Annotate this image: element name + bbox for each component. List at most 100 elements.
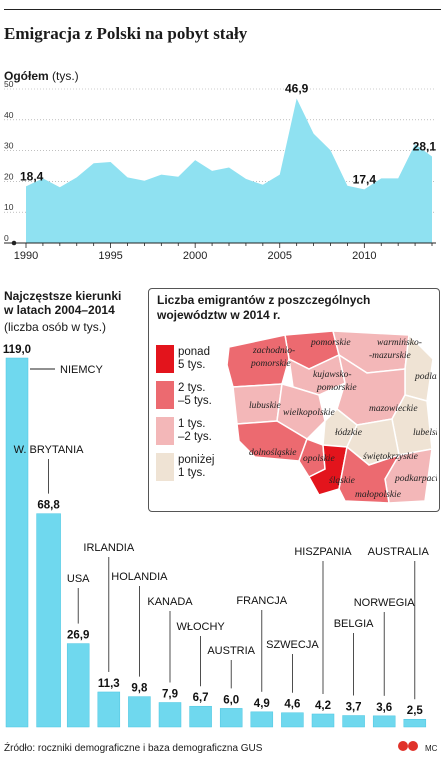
x-tick-label: 2005 — [268, 250, 292, 262]
bar — [342, 715, 365, 728]
map-inset: Liczba emigrantów z poszczególnych wojew… — [148, 288, 440, 512]
bar — [311, 713, 335, 728]
bar — [281, 712, 304, 728]
bar-chart: 119,0 NIEMCY 68,8 W. BRYTANIA 26,9 USA 11,3 IRL… — [3, 344, 430, 728]
bar — [219, 708, 243, 728]
x-tick-label: 2010 — [352, 250, 376, 262]
category-label: NIEMCY — [60, 364, 103, 376]
page-title: Emigracja z Polski na pobyt stały — [4, 24, 248, 43]
bar-value-label: 4,9 — [254, 698, 270, 710]
bar — [36, 513, 61, 728]
y-tick-label: 0 — [4, 233, 9, 243]
x-tick-label: 1990 — [14, 250, 38, 262]
legend-line: –2 tys. — [178, 431, 212, 443]
bar-value-label: 4,2 — [315, 700, 331, 712]
category-label: W. BRYTANIA — [14, 444, 85, 456]
region-label: podlaskie — [414, 372, 437, 382]
inset-title: Liczba emigrantów z poszczególnych wojew… — [157, 293, 437, 323]
bar-value-label: 119,0 — [3, 344, 31, 356]
bars-title-line1: Najczęstsze kierunki — [4, 289, 122, 303]
bar-value-label: 4,6 — [284, 699, 300, 711]
bar-value-label: 9,8 — [131, 683, 148, 695]
legend-line: 1 tys. — [178, 418, 206, 430]
logo-icon — [408, 741, 418, 751]
y-tick-label: 50 — [4, 80, 14, 89]
bar — [250, 711, 274, 728]
bar — [189, 705, 212, 728]
region-label: wielkopolskie — [283, 408, 335, 418]
x-tick-label: 2000 — [183, 250, 207, 262]
axis-origin-dot — [11, 240, 17, 246]
bar-value-label: 3,7 — [346, 702, 362, 714]
region-label: pomorskie — [316, 383, 357, 393]
category-label: USA — [67, 573, 90, 585]
y-tick-label: 30 — [4, 141, 14, 151]
region-label: lubelskie — [413, 428, 437, 438]
category-label: HISZPANIA — [294, 546, 352, 558]
category-label: SZWECJA — [266, 639, 319, 651]
legend-swatch — [156, 381, 174, 409]
bar — [158, 702, 182, 728]
region-label: łódzkie — [335, 428, 362, 438]
bar-value-label: 2,5 — [407, 705, 424, 717]
bar — [372, 715, 396, 728]
region-label: opolskie — [303, 454, 335, 464]
data-label: 28,1 — [413, 139, 437, 153]
inset-title-line2: województw w 2014 r. — [157, 308, 281, 322]
bars-subtitle: (liczba osób w tys.) — [4, 320, 107, 334]
category-label: IRLANDIA — [83, 542, 134, 554]
legend-line: 1 tys. — [178, 467, 206, 479]
category-label: AUSTRALIA — [368, 546, 430, 558]
region-label: pomorskie — [250, 359, 291, 369]
bar — [128, 696, 151, 728]
region-label: warmińsko- — [377, 338, 422, 348]
area-series — [26, 98, 432, 243]
category-label: WŁOCHY — [176, 621, 225, 633]
x-tick-label: 1995 — [98, 250, 122, 262]
category-label: NORWEGIA — [354, 597, 416, 609]
legend-line: poniżej — [178, 454, 215, 466]
category-label: AUSTRIA — [207, 645, 255, 657]
region-label: mazowieckie — [369, 404, 418, 414]
category-label: KANADA — [147, 596, 193, 608]
legend-line: ponad — [178, 346, 210, 358]
bars-title-line2: w latach 2004–2014 — [4, 303, 115, 317]
author-mark: MC — [425, 744, 438, 753]
data-label: 46,9 — [285, 82, 309, 96]
top-rule — [4, 9, 441, 10]
legend-line: 5 tys. — [178, 359, 206, 371]
region-label: śląskie — [329, 476, 355, 486]
bar-value-label: 6,0 — [223, 694, 239, 706]
source-footer: Źródło: roczniki demograficzne i baza de… — [4, 743, 263, 754]
legend-swatch — [156, 345, 174, 373]
area-chart-label: Ogółem — [4, 69, 49, 83]
y-tick-label: 10 — [4, 202, 14, 212]
bar-value-label: 26,9 — [67, 630, 89, 642]
bars-section-title: Najczęstsze kierunki w latach 2004–2014 — [4, 289, 121, 317]
legend-line: –5 tys. — [178, 395, 212, 407]
bar-value-label: 68,8 — [37, 500, 60, 512]
region-label: kujawsko- — [313, 370, 352, 380]
region-label: pomorskie — [310, 338, 351, 348]
region-label: -mazurskie — [369, 351, 411, 361]
bar-value-label: 11,3 — [98, 678, 120, 690]
legend-line: 2 tys. — [178, 382, 206, 394]
legend-swatch — [156, 417, 174, 445]
data-label: 18,4 — [20, 169, 44, 183]
area-chart: 0 10 20 30 40 50 1990 1995 2000 2005 2010 18,4 46,9 1… — [4, 80, 437, 262]
data-label: 17,4 — [353, 172, 377, 186]
bar — [66, 643, 90, 728]
category-label: FRANCJA — [236, 595, 287, 607]
y-tick-label: 20 — [4, 171, 14, 181]
poland-map: pomorskie zachodnio-pomorskie warmińsko- -m… — [227, 330, 437, 504]
region-label: podkarpackie — [394, 474, 437, 484]
bar — [5, 357, 29, 728]
region-label: dolnośląskie — [249, 448, 297, 458]
area-chart-unit: (tys.) — [52, 69, 79, 83]
region-15 — [338, 445, 401, 504]
region-label: lubuskie — [249, 401, 281, 411]
logo-icon — [398, 741, 408, 751]
bar — [403, 718, 427, 728]
region-label: małopolskie — [355, 490, 401, 500]
region-label: świętokrzyskie — [363, 452, 418, 462]
